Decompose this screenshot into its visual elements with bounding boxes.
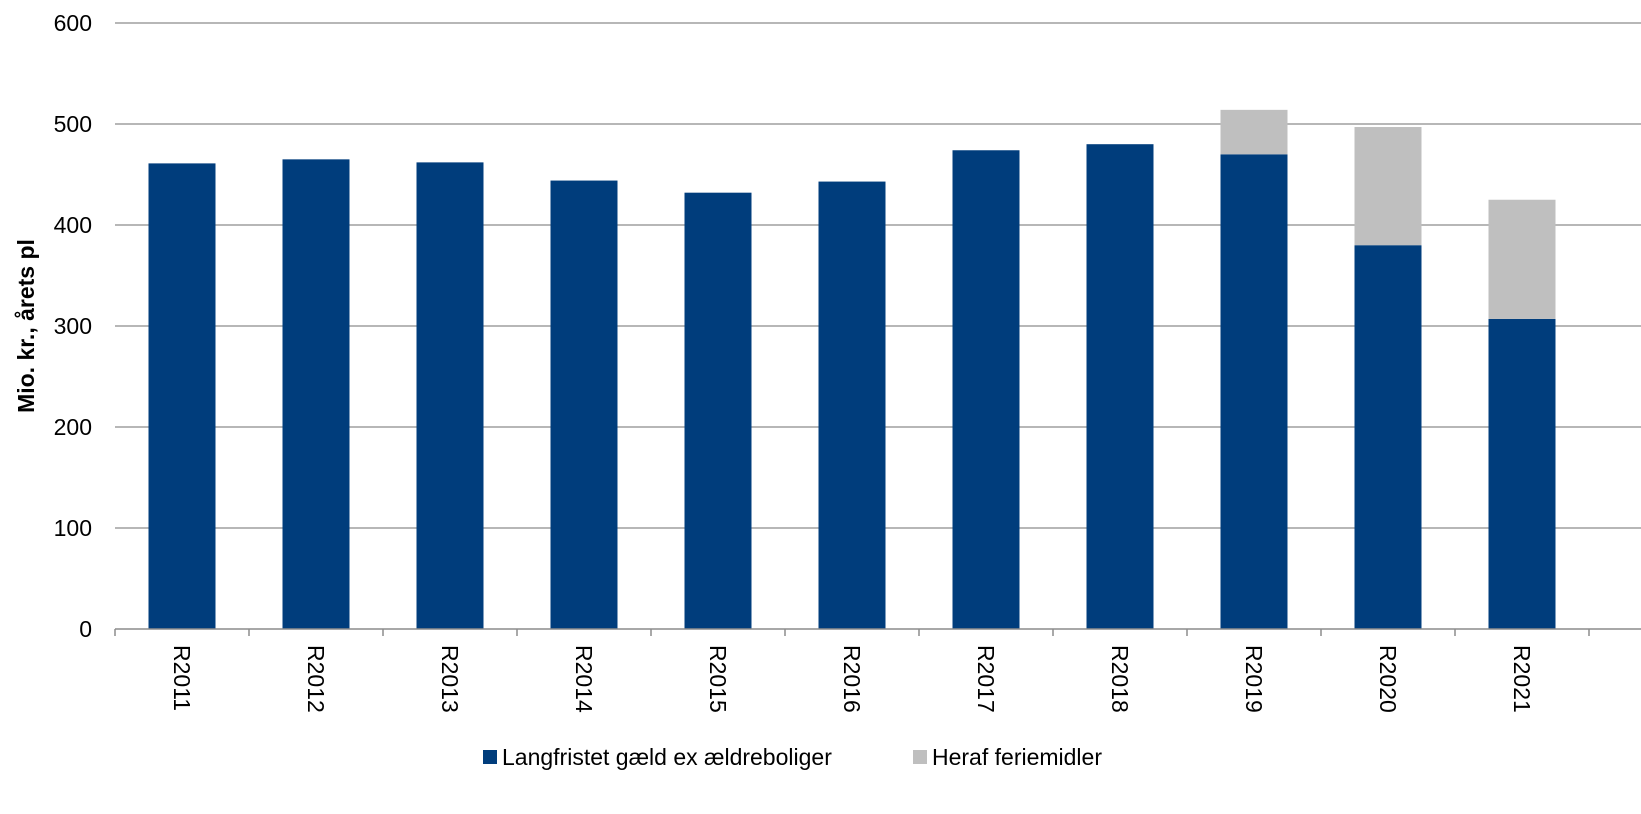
y-tick-label: 600 bbox=[54, 10, 92, 36]
x-tick-label: R2018 bbox=[1107, 645, 1133, 713]
bar-langfristet-r2015 bbox=[684, 192, 752, 629]
x-tick-labels: R2011 R2012 R2013 R2014 R2015 R2016 R2017 R2018… bbox=[169, 645, 1535, 713]
bar-langfristet-r2011 bbox=[148, 163, 216, 629]
bar-langfristet-r2016 bbox=[818, 181, 886, 629]
axes bbox=[114, 628, 1641, 636]
y-tick-labels: 0 100 200 300 400 500 600 bbox=[54, 10, 92, 642]
y-tick-label: 500 bbox=[54, 111, 92, 137]
x-tick-label: R2019 bbox=[1241, 645, 1267, 713]
y-tick-label: 300 bbox=[54, 313, 92, 339]
bar-langfristet-r2019 bbox=[1220, 154, 1288, 630]
x-tick-label: R2015 bbox=[705, 645, 731, 713]
x-tick-label: R2011 bbox=[169, 645, 195, 711]
legend: Langfristet gæld ex ældreboliger Heraf fe… bbox=[483, 744, 1102, 770]
x-tick-label: R2017 bbox=[973, 645, 999, 713]
bar-langfristet-r2018 bbox=[1086, 144, 1154, 629]
x-tick-label: R2014 bbox=[571, 645, 597, 713]
bar-feriemidler-r2021 bbox=[1488, 199, 1556, 319]
y-tick-label: 400 bbox=[54, 212, 92, 238]
bar-langfristet-r2020 bbox=[1354, 245, 1422, 629]
bar-langfristet-r2013 bbox=[416, 162, 484, 629]
legend-label-feriemidler: Heraf feriemidler bbox=[932, 744, 1102, 770]
x-tick-label: R2020 bbox=[1375, 645, 1401, 713]
bar-langfristet-r2012 bbox=[282, 159, 350, 629]
legend-swatch-langfristet bbox=[483, 750, 497, 764]
legend-swatch-feriemidler bbox=[913, 750, 927, 764]
bar-feriemidler-r2019 bbox=[1220, 109, 1288, 155]
x-tick-label: R2013 bbox=[437, 645, 463, 713]
legend-label-langfristet: Langfristet gæld ex ældreboliger bbox=[502, 744, 832, 770]
x-tick-label: R2012 bbox=[303, 645, 329, 713]
bar-langfristet-r2017 bbox=[952, 150, 1020, 629]
bar-langfristet-r2014 bbox=[550, 180, 618, 629]
bars bbox=[148, 109, 1556, 630]
bar-feriemidler-r2020 bbox=[1354, 127, 1422, 246]
x-tick-label: R2021 bbox=[1509, 645, 1535, 713]
y-tick-label: 200 bbox=[54, 414, 92, 440]
x-tick-label: R2016 bbox=[839, 645, 865, 713]
y-axis-label: Mio. kr., årets pl bbox=[13, 239, 39, 413]
y-tick-label: 100 bbox=[54, 515, 92, 541]
y-tick-label: 0 bbox=[79, 616, 92, 642]
bar-langfristet-r2021 bbox=[1488, 318, 1556, 629]
